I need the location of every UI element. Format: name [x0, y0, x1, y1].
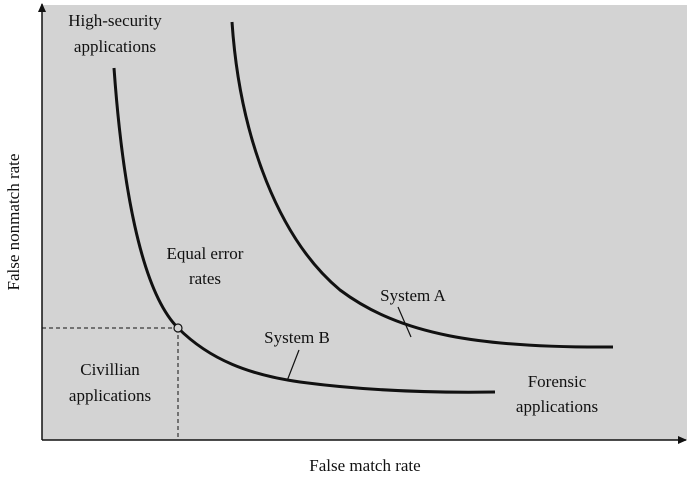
curve-system-b — [112, 67, 496, 394]
annotation: rates — [189, 269, 221, 288]
annotation: Forensic — [528, 372, 587, 391]
annotation: High-security — [68, 11, 162, 30]
annotation: Civillian — [80, 360, 140, 379]
eer-point — [173, 323, 183, 333]
annotation: applications — [69, 386, 151, 405]
curve-system-a — [230, 21, 614, 349]
y-axis-label: False nonmatch rate — [4, 154, 23, 291]
annotation: Equal error — [167, 244, 244, 263]
leader-a — [397, 306, 412, 338]
annotation: applications — [516, 397, 598, 416]
curve-label: System A — [380, 286, 446, 305]
curve-label: System B — [264, 328, 330, 347]
x-axis-label: False match rate — [309, 456, 420, 475]
annotation: applications — [74, 37, 156, 56]
leader-b — [286, 349, 300, 382]
plot-area — [42, 5, 687, 440]
